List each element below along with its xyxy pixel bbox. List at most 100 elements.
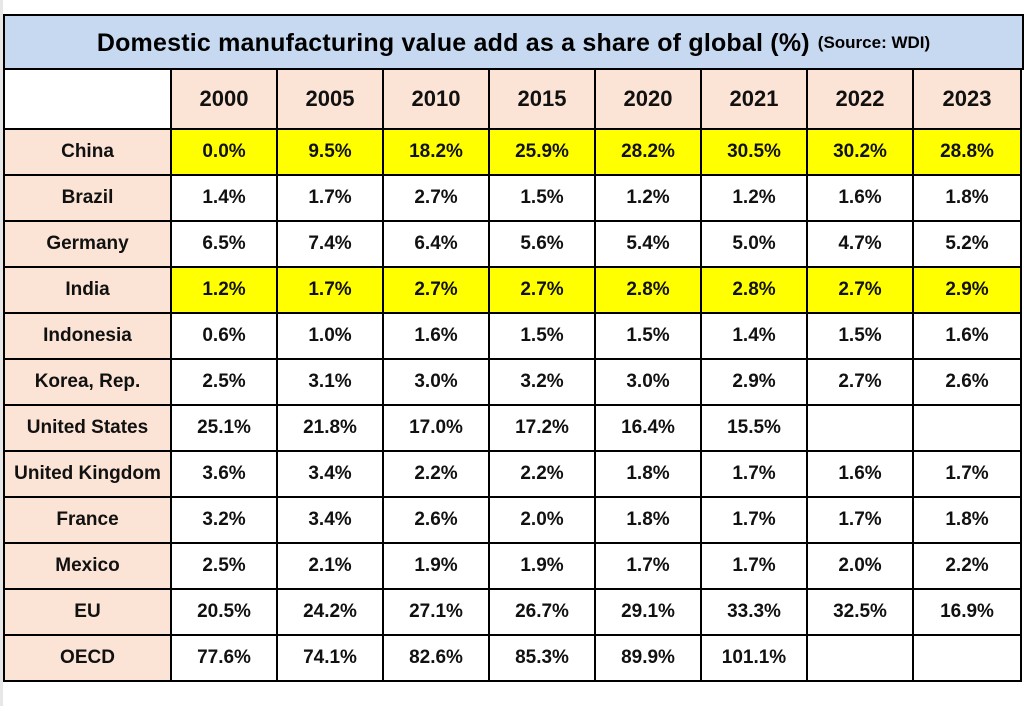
year-header-cell[interactable]: 2021 xyxy=(701,69,807,129)
value-cell[interactable]: 3.1% xyxy=(277,359,383,405)
value-cell[interactable]: 1.5% xyxy=(807,313,913,359)
value-cell[interactable]: 17.2% xyxy=(489,405,595,451)
value-cell[interactable]: 74.1% xyxy=(277,635,383,681)
year-header-cell[interactable]: 2020 xyxy=(595,69,701,129)
country-label-cell[interactable]: United Kingdom xyxy=(4,451,171,497)
value-cell[interactable]: 1.9% xyxy=(489,543,595,589)
value-cell[interactable]: 26.7% xyxy=(489,589,595,635)
year-header-cell[interactable]: 2010 xyxy=(383,69,489,129)
value-cell[interactable]: 2.6% xyxy=(383,497,489,543)
year-header-cell[interactable]: 2015 xyxy=(489,69,595,129)
value-cell[interactable] xyxy=(807,635,913,681)
value-cell[interactable]: 1.7% xyxy=(807,497,913,543)
value-cell[interactable]: 5.6% xyxy=(489,221,595,267)
country-label-cell[interactable]: France xyxy=(4,497,171,543)
value-cell[interactable]: 6.4% xyxy=(383,221,489,267)
value-cell[interactable]: 1.8% xyxy=(913,175,1021,221)
value-cell[interactable]: 7.4% xyxy=(277,221,383,267)
value-cell[interactable]: 2.2% xyxy=(383,451,489,497)
country-label-cell[interactable]: Mexico xyxy=(4,543,171,589)
value-cell[interactable]: 77.6% xyxy=(171,635,277,681)
value-cell[interactable]: 1.6% xyxy=(913,313,1021,359)
value-cell[interactable]: 2.9% xyxy=(913,267,1021,313)
value-cell[interactable]: 29.1% xyxy=(595,589,701,635)
value-cell[interactable]: 82.6% xyxy=(383,635,489,681)
value-cell[interactable]: 15.5% xyxy=(701,405,807,451)
value-cell[interactable]: 2.5% xyxy=(171,543,277,589)
value-cell[interactable]: 101.1% xyxy=(701,635,807,681)
value-cell[interactable]: 9.5% xyxy=(277,129,383,175)
value-cell[interactable]: 1.6% xyxy=(807,175,913,221)
value-cell[interactable]: 1.7% xyxy=(595,543,701,589)
value-cell[interactable]: 2.5% xyxy=(171,359,277,405)
value-cell[interactable]: 16.9% xyxy=(913,589,1021,635)
value-cell[interactable]: 1.7% xyxy=(701,543,807,589)
value-cell[interactable]: 1.8% xyxy=(595,497,701,543)
value-cell[interactable]: 2.7% xyxy=(383,175,489,221)
value-cell[interactable]: 25.9% xyxy=(489,129,595,175)
value-cell[interactable]: 0.0% xyxy=(171,129,277,175)
country-label-cell[interactable]: United States xyxy=(4,405,171,451)
country-label-cell[interactable]: OECD xyxy=(4,635,171,681)
value-cell[interactable]: 2.6% xyxy=(913,359,1021,405)
value-cell[interactable]: 2.1% xyxy=(277,543,383,589)
value-cell[interactable]: 6.5% xyxy=(171,221,277,267)
value-cell[interactable]: 32.5% xyxy=(807,589,913,635)
value-cell[interactable]: 5.4% xyxy=(595,221,701,267)
value-cell[interactable]: 2.7% xyxy=(807,267,913,313)
value-cell[interactable]: 1.5% xyxy=(489,175,595,221)
value-cell[interactable]: 1.5% xyxy=(595,313,701,359)
value-cell[interactable] xyxy=(807,405,913,451)
value-cell[interactable]: 18.2% xyxy=(383,129,489,175)
value-cell[interactable]: 89.9% xyxy=(595,635,701,681)
value-cell[interactable]: 2.2% xyxy=(913,543,1021,589)
value-cell[interactable]: 1.2% xyxy=(701,175,807,221)
value-cell[interactable]: 1.7% xyxy=(913,451,1021,497)
value-cell[interactable]: 2.0% xyxy=(489,497,595,543)
value-cell[interactable]: 1.7% xyxy=(701,497,807,543)
value-cell[interactable]: 1.7% xyxy=(277,267,383,313)
value-cell[interactable]: 20.5% xyxy=(171,589,277,635)
value-cell[interactable]: 3.4% xyxy=(277,451,383,497)
value-cell[interactable]: 2.7% xyxy=(807,359,913,405)
country-label-cell[interactable]: India xyxy=(4,267,171,313)
value-cell[interactable]: 33.3% xyxy=(701,589,807,635)
value-cell[interactable]: 30.2% xyxy=(807,129,913,175)
year-header-cell[interactable]: 2023 xyxy=(913,69,1021,129)
country-label-cell[interactable]: Brazil xyxy=(4,175,171,221)
value-cell[interactable]: 4.7% xyxy=(807,221,913,267)
value-cell[interactable]: 1.4% xyxy=(171,175,277,221)
value-cell[interactable]: 30.5% xyxy=(701,129,807,175)
value-cell[interactable]: 1.6% xyxy=(807,451,913,497)
value-cell[interactable]: 2.7% xyxy=(383,267,489,313)
value-cell[interactable]: 1.9% xyxy=(383,543,489,589)
value-cell[interactable]: 2.7% xyxy=(489,267,595,313)
value-cell[interactable]: 25.1% xyxy=(171,405,277,451)
value-cell[interactable]: 1.7% xyxy=(277,175,383,221)
value-cell[interactable]: 0.6% xyxy=(171,313,277,359)
value-cell[interactable] xyxy=(913,635,1021,681)
country-label-cell[interactable]: China xyxy=(4,129,171,175)
value-cell[interactable]: 28.2% xyxy=(595,129,701,175)
country-label-cell[interactable]: Korea, Rep. xyxy=(4,359,171,405)
value-cell[interactable]: 3.2% xyxy=(489,359,595,405)
value-cell[interactable]: 1.2% xyxy=(595,175,701,221)
year-header-cell[interactable]: 2022 xyxy=(807,69,913,129)
value-cell[interactable]: 1.8% xyxy=(913,497,1021,543)
value-cell[interactable]: 28.8% xyxy=(913,129,1021,175)
value-cell[interactable]: 1.5% xyxy=(489,313,595,359)
value-cell[interactable]: 85.3% xyxy=(489,635,595,681)
value-cell[interactable] xyxy=(913,405,1021,451)
value-cell[interactable]: 3.0% xyxy=(383,359,489,405)
value-cell[interactable]: 2.9% xyxy=(701,359,807,405)
value-cell[interactable]: 21.8% xyxy=(277,405,383,451)
value-cell[interactable]: 5.2% xyxy=(913,221,1021,267)
value-cell[interactable]: 2.2% xyxy=(489,451,595,497)
value-cell[interactable]: 3.4% xyxy=(277,497,383,543)
value-cell[interactable]: 2.0% xyxy=(807,543,913,589)
country-label-cell[interactable]: Germany xyxy=(4,221,171,267)
year-header-cell[interactable]: 2000 xyxy=(171,69,277,129)
country-label-cell[interactable]: EU xyxy=(4,589,171,635)
value-cell[interactable]: 1.7% xyxy=(701,451,807,497)
value-cell[interactable]: 27.1% xyxy=(383,589,489,635)
